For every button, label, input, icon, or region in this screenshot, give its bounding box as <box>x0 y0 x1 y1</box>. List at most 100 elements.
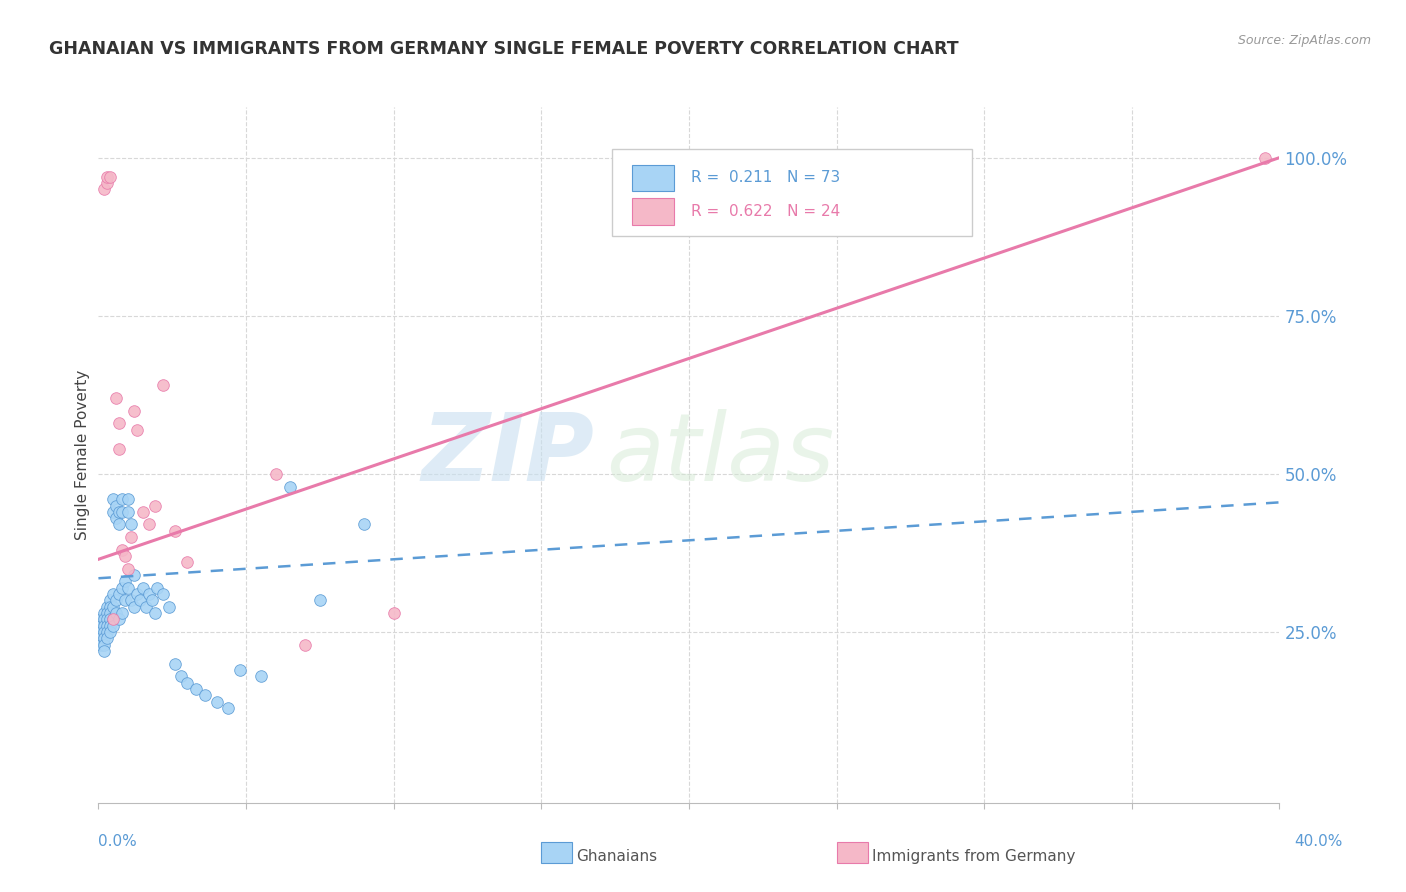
Text: R =  0.622   N = 24: R = 0.622 N = 24 <box>692 204 841 219</box>
Point <box>117 505 139 519</box>
Point <box>165 524 187 538</box>
Point <box>278 479 302 493</box>
Point <box>108 417 131 431</box>
FancyBboxPatch shape <box>612 149 973 235</box>
Point <box>114 574 136 589</box>
Point <box>93 612 115 626</box>
Point <box>117 492 139 507</box>
Point <box>264 467 287 481</box>
Point <box>138 517 160 532</box>
Point <box>108 517 131 532</box>
Point <box>90 612 112 626</box>
Point <box>96 625 118 640</box>
Point <box>217 701 239 715</box>
Point <box>96 599 118 614</box>
Point <box>111 505 134 519</box>
Text: GHANAIAN VS IMMIGRANTS FROM GERMANY SINGLE FEMALE POVERTY CORRELATION CHART: GHANAIAN VS IMMIGRANTS FROM GERMANY SING… <box>49 40 959 58</box>
Point <box>105 499 128 513</box>
Text: Source: ZipAtlas.com: Source: ZipAtlas.com <box>1237 34 1371 47</box>
Point <box>143 606 166 620</box>
Point <box>108 587 131 601</box>
Point <box>176 556 198 570</box>
Point <box>122 568 145 582</box>
Point <box>96 169 118 184</box>
Point <box>117 562 139 576</box>
Point <box>96 632 118 646</box>
Point <box>90 625 112 640</box>
Point <box>135 599 157 614</box>
Point <box>93 638 115 652</box>
Point <box>105 391 128 405</box>
Text: ZIP: ZIP <box>422 409 595 501</box>
Point <box>382 606 405 620</box>
Point <box>98 593 121 607</box>
Point <box>114 593 136 607</box>
Point <box>111 492 134 507</box>
Point <box>170 669 193 683</box>
Point <box>90 618 112 632</box>
Point <box>96 618 118 632</box>
Point <box>294 638 316 652</box>
Point <box>1254 151 1277 165</box>
Point <box>105 511 128 525</box>
Point <box>103 587 125 601</box>
Text: R =  0.211   N = 73: R = 0.211 N = 73 <box>692 170 841 186</box>
Point <box>96 612 118 626</box>
Point <box>96 606 118 620</box>
Point <box>157 599 180 614</box>
Point <box>111 581 134 595</box>
Point <box>184 681 207 696</box>
Point <box>90 632 112 646</box>
Point <box>93 644 115 658</box>
Point <box>128 593 150 607</box>
Point <box>229 663 252 677</box>
Text: 0.0%: 0.0% <box>98 834 138 849</box>
Point <box>205 695 228 709</box>
Point <box>98 625 121 640</box>
Point <box>125 587 148 601</box>
Point <box>98 612 121 626</box>
Point <box>125 423 148 437</box>
Point <box>93 182 115 196</box>
Point <box>120 593 142 607</box>
Point <box>111 542 134 557</box>
Point <box>146 581 169 595</box>
Point <box>120 517 142 532</box>
Point <box>122 403 145 417</box>
Point <box>93 625 115 640</box>
Point <box>117 581 139 595</box>
Point <box>96 176 118 190</box>
Point <box>152 587 174 601</box>
Point <box>250 669 273 683</box>
Point <box>108 442 131 456</box>
Text: Ghanaians: Ghanaians <box>576 849 658 863</box>
Point <box>98 599 121 614</box>
Point <box>132 581 155 595</box>
Point <box>194 688 217 702</box>
Text: Immigrants from Germany: Immigrants from Germany <box>872 849 1076 863</box>
Point <box>103 618 125 632</box>
Point <box>309 593 332 607</box>
Point <box>138 587 160 601</box>
Point <box>122 599 145 614</box>
Point <box>98 618 121 632</box>
Point <box>90 638 112 652</box>
Point <box>165 657 187 671</box>
Text: 40.0%: 40.0% <box>1295 834 1343 849</box>
Point <box>93 632 115 646</box>
Point <box>98 169 121 184</box>
Point <box>353 517 375 532</box>
Point <box>105 606 128 620</box>
Point <box>132 505 155 519</box>
Point <box>114 549 136 563</box>
FancyBboxPatch shape <box>633 165 673 191</box>
Point <box>103 612 125 626</box>
Point <box>103 492 125 507</box>
Point <box>108 505 131 519</box>
Point <box>152 378 174 392</box>
Point <box>108 612 131 626</box>
Point <box>103 599 125 614</box>
Point <box>93 606 115 620</box>
Point <box>103 505 125 519</box>
Point <box>105 593 128 607</box>
